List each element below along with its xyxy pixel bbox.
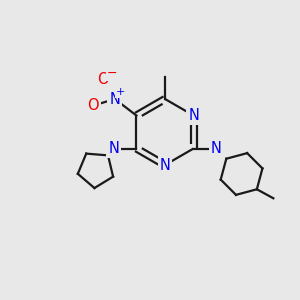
- Text: N: N: [211, 141, 221, 156]
- Text: N: N: [211, 141, 221, 156]
- Text: N: N: [109, 141, 119, 156]
- Text: +: +: [116, 87, 125, 98]
- Text: O: O: [87, 98, 99, 113]
- Text: N: N: [109, 141, 119, 156]
- Text: N: N: [160, 158, 170, 172]
- Text: N: N: [110, 92, 120, 106]
- Text: N: N: [188, 108, 199, 123]
- Text: −: −: [106, 67, 117, 80]
- Text: O: O: [97, 72, 109, 87]
